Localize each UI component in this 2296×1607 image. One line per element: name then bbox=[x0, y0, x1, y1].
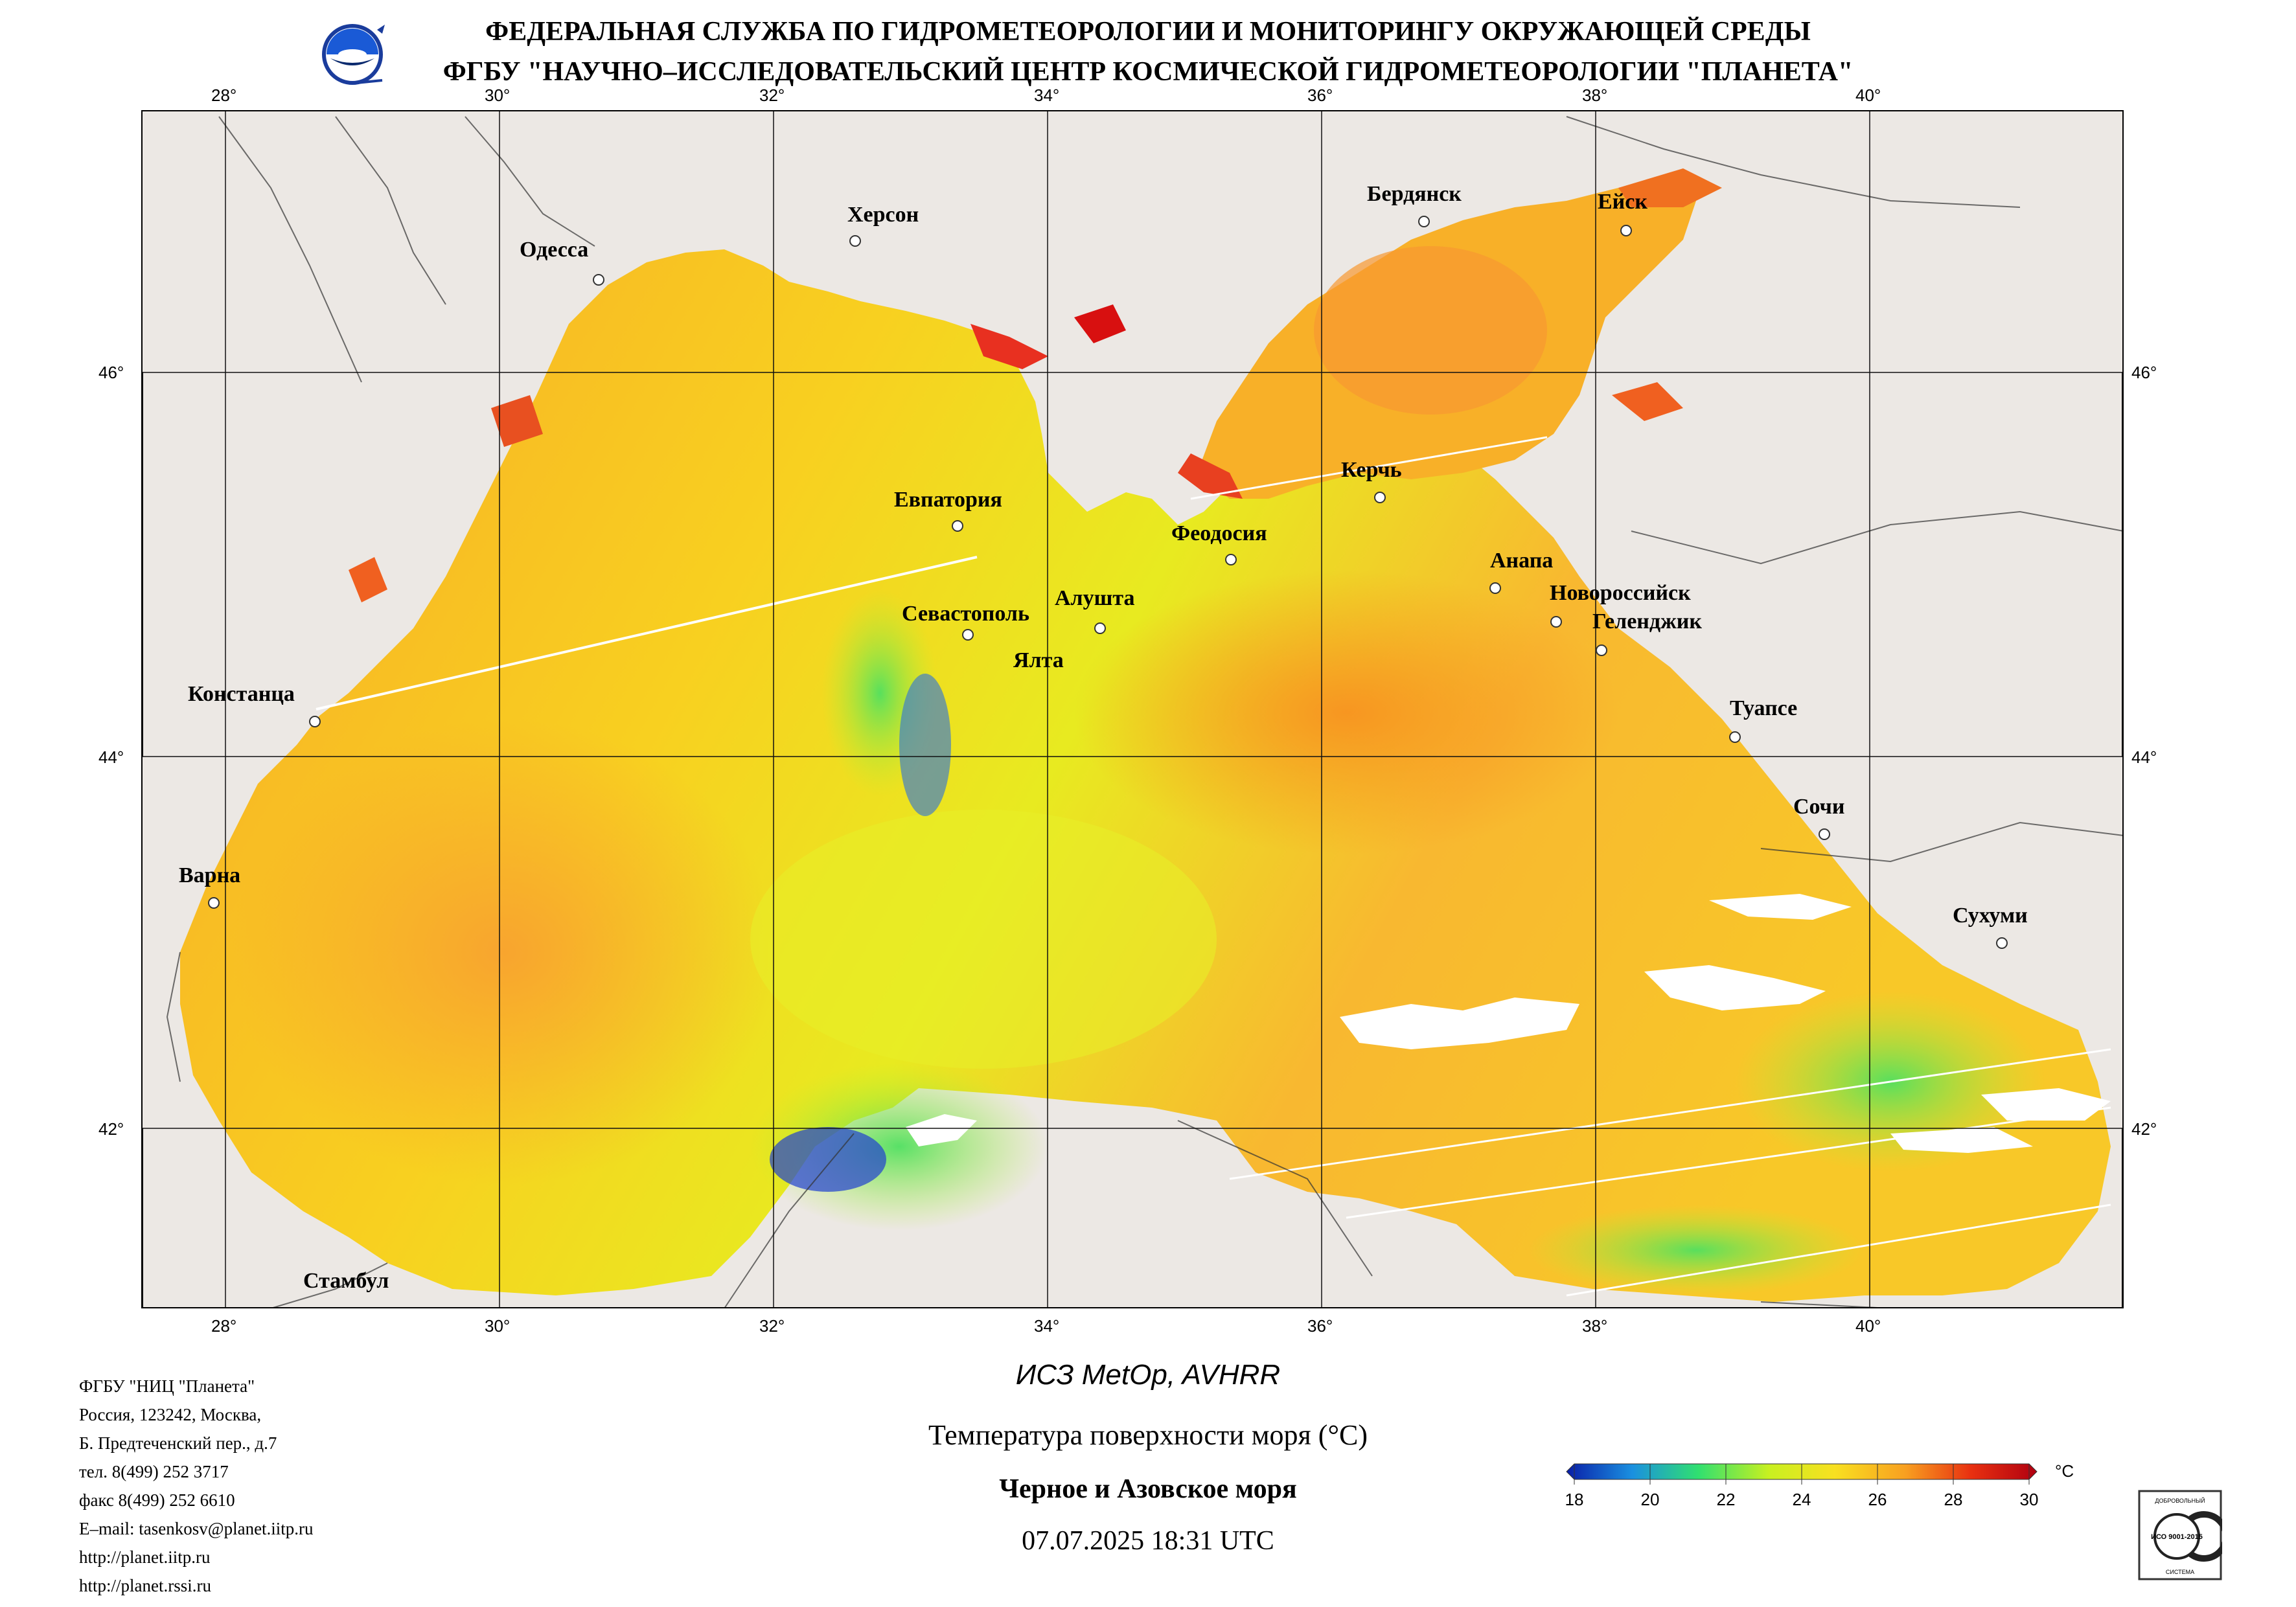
colorbar-tick-18: 18 bbox=[1565, 1490, 1584, 1509]
org-url-2[interactable]: http://planet.rssi.ru bbox=[79, 1576, 211, 1595]
city-marker-tuapse bbox=[1729, 731, 1741, 743]
lon-label-top-28: 28° bbox=[211, 85, 237, 105]
city-marker-kherson bbox=[849, 235, 861, 247]
lon-label-top-30: 30° bbox=[485, 85, 511, 105]
city-marker-feodosia bbox=[1225, 554, 1237, 565]
city-label-odessa: Одесса bbox=[520, 238, 588, 262]
city-label-gelendzhik: Геленджик bbox=[1592, 610, 1702, 633]
city-label-sevastopol: Севастополь bbox=[902, 602, 1029, 626]
lon-label-bottom-34: 34° bbox=[1034, 1316, 1060, 1336]
lon-label-top-38: 38° bbox=[1582, 85, 1608, 105]
city-marker-odessa bbox=[593, 274, 604, 286]
city-marker-novorossiysk bbox=[1550, 616, 1562, 628]
lon-label-bottom-36: 36° bbox=[1307, 1316, 1333, 1336]
region-label: Черное и Азовское моря bbox=[999, 1474, 1297, 1504]
lon-label-top-40: 40° bbox=[1855, 85, 1881, 105]
org-contacts: ФГБУ "НИЦ "Планета" Россия, 123242, Моск… bbox=[79, 1372, 314, 1600]
lat-label-right-44: 44° bbox=[2131, 747, 2157, 767]
cert-bottom: СИСТЕМА bbox=[2166, 1569, 2194, 1575]
city-label-constanta: Констанца bbox=[188, 682, 295, 706]
city-marker-anapa bbox=[1489, 582, 1501, 594]
parameter-label: Температура поверхности моря (°C) bbox=[928, 1419, 1368, 1451]
colorbar-tick-20: 20 bbox=[1641, 1490, 1660, 1509]
satellite-label: ИСЗ MetOp, AVHRR bbox=[1015, 1359, 1281, 1391]
org-name: ФГБУ "НИЦ "Планета" bbox=[79, 1376, 255, 1396]
temperature-colorbar: 18 20 22 24 26 28 30 °C bbox=[1561, 1461, 2093, 1524]
city-label-evpatoria: Евпатория bbox=[894, 488, 1002, 512]
lon-label-top-34: 34° bbox=[1034, 85, 1060, 105]
cert-mid: ИСО 9001-2015 bbox=[2151, 1533, 2203, 1541]
city-label-alushta: Алушта bbox=[1055, 586, 1134, 610]
planeta-logo-icon bbox=[317, 18, 390, 91]
lon-label-top-32: 32° bbox=[759, 85, 785, 105]
org-phone: тел. 8(499) 252 3717 bbox=[79, 1462, 229, 1481]
org-email[interactable]: E–mail: tasenkosv@planet.iitp.ru bbox=[79, 1519, 314, 1538]
org-address-2: Б. Предтеченский пер., д.7 bbox=[79, 1433, 277, 1453]
colorbar-tick-26: 26 bbox=[1868, 1490, 1887, 1509]
city-marker-gelendzhik bbox=[1596, 644, 1607, 656]
iso-certificate-icon: ДОБРОВОЛЬНЫЙ ИСО 9001-2015 СИСТЕМА bbox=[2138, 1490, 2229, 1580]
city-label-anapa: Анапа bbox=[1490, 549, 1553, 573]
lon-label-bottom-40: 40° bbox=[1855, 1316, 1881, 1336]
lat-label-right-42: 42° bbox=[2131, 1119, 2157, 1139]
city-label-berdyansk: Бердянск bbox=[1367, 182, 1462, 206]
city-label-sochi: Сочи bbox=[1793, 795, 1844, 819]
lon-label-bottom-38: 38° bbox=[1582, 1316, 1608, 1336]
lon-label-top-36: 36° bbox=[1307, 85, 1333, 105]
org-address-1: Россия, 123242, Москва, bbox=[79, 1405, 262, 1424]
colorbar-unit: °C bbox=[2055, 1463, 2074, 1481]
city-label-yalta: Ялта bbox=[1013, 648, 1064, 672]
city-marker-sevastopol bbox=[962, 629, 974, 641]
city-label-istanbul: Стамбул bbox=[303, 1269, 389, 1293]
colorbar-tick-22: 22 bbox=[1717, 1490, 1736, 1509]
city-marker-yeysk bbox=[1620, 225, 1632, 236]
city-marker-kerch bbox=[1374, 492, 1386, 503]
city-marker-berdyansk bbox=[1418, 216, 1430, 227]
lat-label-left-42: 42° bbox=[98, 1119, 124, 1139]
lat-label-left-44: 44° bbox=[98, 747, 124, 767]
sst-map[interactable]: Одесса Херсон Бердянск Ейск Керчь Евпато… bbox=[141, 110, 2124, 1308]
city-label-tuapse: Туапсе bbox=[1730, 696, 1797, 720]
org-fax: факс 8(499) 252 6610 bbox=[79, 1490, 235, 1510]
header-line1: ФЕДЕРАЛЬНАЯ СЛУЖБА ПО ГИДРОМЕТЕОРОЛОГИИ … bbox=[485, 17, 1811, 47]
lon-label-bottom-28: 28° bbox=[211, 1316, 237, 1336]
header-line2: ФГБУ "НАУЧНО–ИССЛЕДОВАТЕЛЬСКИЙ ЦЕНТР КОС… bbox=[442, 57, 1854, 87]
city-label-feodosia: Феодосия bbox=[1171, 521, 1267, 545]
city-marker-sochi bbox=[1819, 828, 1830, 840]
city-label-varna: Варна bbox=[179, 863, 240, 887]
lon-label-bottom-30: 30° bbox=[485, 1316, 511, 1336]
city-label-kherson: Херсон bbox=[847, 203, 919, 227]
city-marker-sukhumi bbox=[1996, 937, 2008, 949]
city-label-yeysk: Ейск bbox=[1598, 190, 1647, 214]
lon-label-bottom-32: 32° bbox=[759, 1316, 785, 1336]
datetime-label: 07.07.2025 18:31 UTC bbox=[1022, 1526, 1274, 1556]
colorbar-tick-30: 30 bbox=[2020, 1490, 2039, 1509]
city-marker-alushta bbox=[1094, 622, 1106, 634]
lat-label-left-46: 46° bbox=[98, 363, 124, 382]
colorbar-tick-24: 24 bbox=[1793, 1490, 1811, 1509]
city-marker-varna bbox=[208, 897, 220, 909]
colorbar-tick-28: 28 bbox=[1944, 1490, 1963, 1509]
org-url-1[interactable]: http://planet.iitp.ru bbox=[79, 1547, 211, 1567]
header: ФЕДЕРАЛЬНАЯ СЛУЖБА ПО ГИДРОМЕТЕОРОЛОГИИ … bbox=[0, 12, 2296, 92]
cert-top: ДОБРОВОЛЬНЫЙ bbox=[2155, 1497, 2205, 1504]
lat-label-right-46: 46° bbox=[2131, 363, 2157, 382]
city-label-novorossiysk: Новороссийск bbox=[1550, 581, 1691, 605]
city-label-kerch: Керчь bbox=[1341, 458, 1402, 482]
city-marker-evpatoria bbox=[952, 520, 963, 532]
city-marker-constanta bbox=[309, 716, 321, 727]
city-label-sukhumi: Сухуми bbox=[1953, 904, 2028, 928]
